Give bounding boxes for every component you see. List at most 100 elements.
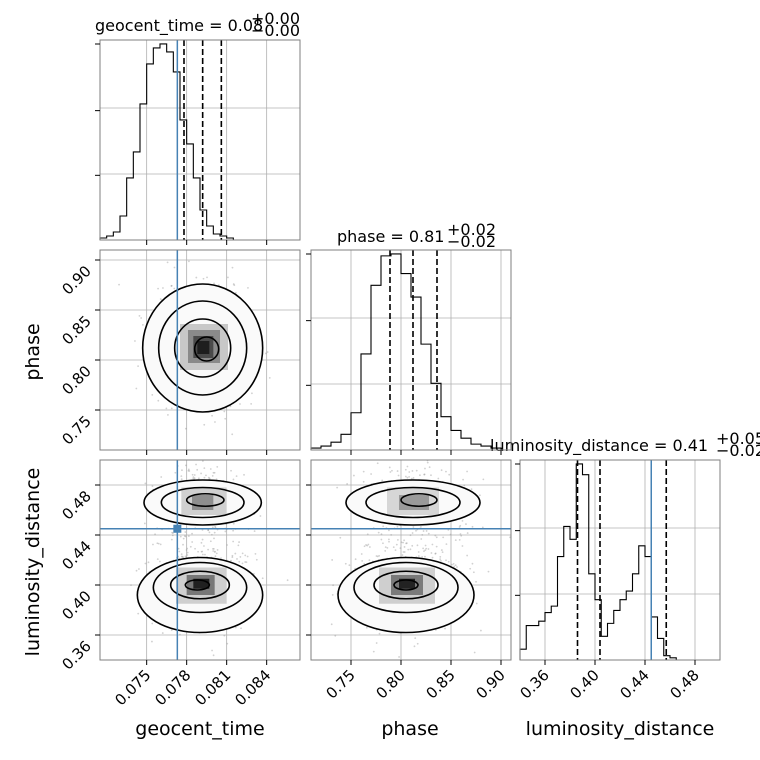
sample-point bbox=[238, 560, 241, 563]
sample-point bbox=[211, 526, 214, 529]
sample-point bbox=[161, 632, 164, 634]
sample-point bbox=[195, 463, 197, 466]
sample-point bbox=[191, 473, 194, 476]
y-tick-label: 0.36 bbox=[58, 637, 94, 673]
sample-point bbox=[137, 612, 140, 615]
sample-point bbox=[411, 544, 414, 547]
sample-point bbox=[160, 476, 163, 478]
sample-point bbox=[196, 468, 199, 471]
sample-point bbox=[215, 552, 218, 555]
sample-point bbox=[473, 651, 476, 654]
sample-point bbox=[286, 579, 289, 582]
sample-point bbox=[372, 441, 374, 443]
sample-point bbox=[223, 634, 226, 637]
sample-point bbox=[361, 560, 364, 562]
sample-point bbox=[466, 554, 469, 557]
sample-point bbox=[427, 532, 430, 535]
contour-line bbox=[169, 570, 231, 600]
sample-point bbox=[352, 474, 355, 477]
sample-point bbox=[232, 478, 235, 481]
sample-point bbox=[454, 539, 457, 541]
sample-point bbox=[141, 323, 144, 326]
sample-point bbox=[166, 261, 169, 264]
sample-point bbox=[245, 561, 248, 564]
sample-point bbox=[214, 525, 217, 528]
sample-point bbox=[412, 477, 415, 479]
sample-point bbox=[266, 351, 269, 353]
sample-point bbox=[234, 455, 236, 457]
sample-point bbox=[360, 553, 363, 555]
sample-point bbox=[384, 546, 387, 549]
sample-point bbox=[180, 555, 183, 558]
sample-point bbox=[216, 465, 219, 468]
sample-point bbox=[144, 482, 147, 485]
sample-point bbox=[232, 522, 235, 525]
sample-point bbox=[200, 541, 203, 544]
sample-point bbox=[138, 314, 141, 317]
sample-point bbox=[247, 286, 249, 289]
sample-point bbox=[209, 468, 212, 470]
sample-point bbox=[456, 566, 458, 568]
y-tick-label: 0.85 bbox=[58, 312, 94, 348]
sample-point bbox=[441, 551, 444, 554]
sample-point bbox=[466, 470, 468, 473]
sample-point bbox=[424, 555, 426, 558]
sample-point bbox=[184, 427, 187, 430]
sample-point bbox=[442, 536, 445, 539]
sample-point bbox=[202, 277, 205, 280]
sample-point bbox=[403, 546, 406, 548]
sample-point bbox=[422, 530, 425, 532]
sample-point bbox=[415, 469, 418, 472]
sample-point bbox=[214, 526, 217, 529]
sample-point bbox=[339, 536, 342, 539]
sample-point bbox=[185, 549, 188, 551]
sample-point bbox=[471, 562, 474, 565]
y-tick-label: 0.48 bbox=[58, 487, 94, 523]
title-phase-plus: +0.02 bbox=[447, 220, 496, 239]
sample-point bbox=[233, 284, 236, 287]
sample-point bbox=[186, 547, 189, 550]
title-geocent-time-main: geocent_time = 0.08 bbox=[95, 16, 263, 36]
sample-point bbox=[236, 558, 238, 560]
sample-point bbox=[212, 547, 214, 550]
contour-line bbox=[184, 579, 211, 591]
sample-point bbox=[157, 542, 160, 545]
sample-point bbox=[434, 552, 437, 555]
sample-point bbox=[181, 469, 183, 472]
sample-point bbox=[203, 423, 206, 426]
sample-point bbox=[232, 283, 235, 285]
y-tick-label: 0.75 bbox=[58, 412, 94, 448]
sample-point bbox=[368, 559, 371, 562]
sample-point bbox=[482, 478, 485, 481]
sample-point bbox=[470, 488, 473, 491]
sample-point bbox=[207, 529, 210, 532]
contour-line bbox=[185, 492, 225, 508]
sample-point bbox=[152, 543, 154, 546]
sample-point bbox=[209, 540, 212, 543]
sample-point bbox=[231, 433, 234, 436]
sample-point bbox=[434, 534, 437, 537]
contour-line bbox=[337, 556, 475, 634]
sample-point bbox=[424, 544, 427, 547]
sample-point bbox=[178, 550, 181, 553]
sample-point bbox=[392, 546, 395, 549]
sample-point bbox=[151, 485, 154, 487]
sample-point bbox=[255, 558, 258, 561]
density-block bbox=[193, 578, 210, 589]
contour-line bbox=[160, 486, 245, 519]
sample-point bbox=[186, 554, 189, 556]
sample-point bbox=[380, 538, 383, 541]
sample-point bbox=[213, 471, 216, 474]
sample-point bbox=[200, 550, 203, 553]
sample-point bbox=[368, 546, 371, 548]
sample-point bbox=[250, 402, 253, 405]
sample-point bbox=[206, 276, 208, 279]
sample-point bbox=[208, 531, 211, 534]
panel-content bbox=[118, 250, 271, 450]
sample-point bbox=[205, 474, 207, 477]
sample-point bbox=[475, 580, 477, 583]
sample-point bbox=[157, 287, 159, 290]
title-geocent-time: geocent_time = 0.08 +0.00 −0.00 bbox=[95, 9, 300, 40]
sample-point bbox=[203, 545, 205, 547]
sample-point bbox=[182, 556, 184, 559]
